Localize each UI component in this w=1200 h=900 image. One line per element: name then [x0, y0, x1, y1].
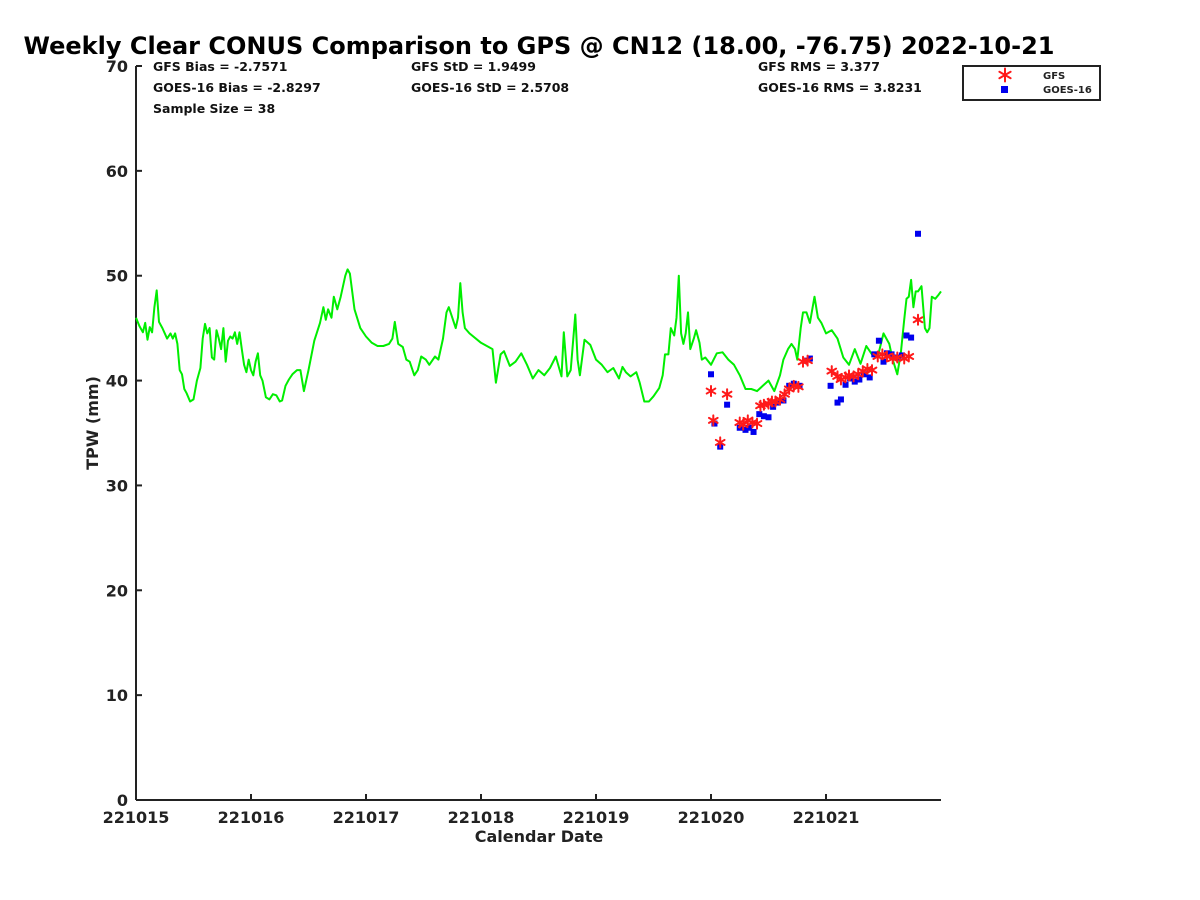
goes-16-point [834, 399, 841, 406]
goes-16-point [827, 382, 834, 389]
y-tick-label: 70 [106, 57, 128, 76]
x-tick-label: 221016 [218, 808, 285, 827]
goes-16-point [880, 358, 887, 365]
chart-title: Weekly Clear CONUS Comparison to GPS @ C… [24, 32, 1055, 60]
gfs-point [751, 417, 763, 430]
x-tick-label: 221015 [103, 808, 170, 827]
goes-16-point [851, 378, 858, 385]
y-tick-label: 10 [106, 686, 128, 705]
gfs-point [826, 365, 838, 378]
goes-16-point [915, 230, 921, 237]
legend-gfs-marker [998, 67, 1012, 83]
y-tick-label: 20 [106, 581, 128, 600]
goes-16-point [711, 420, 718, 427]
goes-16-point [708, 371, 714, 378]
y-tick-label: 30 [106, 476, 128, 495]
goes-rms-stat: GOES-16 RMS = 3.8231 [758, 80, 922, 95]
x-tick-label: 221021 [793, 808, 860, 827]
x-tick-label: 221017 [333, 808, 400, 827]
stats-panel: GFS Bias = -2.7571 GOES-16 Bias = -2.829… [153, 59, 922, 116]
x-axis-label: Calendar Date [475, 827, 604, 846]
goes-16-point [875, 337, 882, 344]
gfs-point [737, 418, 749, 431]
sample-size-stat: Sample Size = 38 [153, 101, 275, 116]
gfs-point [707, 414, 719, 427]
gfs-bias-stat: GFS Bias = -2.7571 [153, 59, 287, 74]
gfs-point [866, 364, 878, 377]
legend-gfs-asterisk [998, 67, 1012, 83]
x-tick-label: 221019 [563, 808, 630, 827]
goes-16-point [742, 426, 749, 433]
gfs-point [903, 350, 915, 363]
goes-16-point [856, 376, 863, 383]
legend-gfs-label: GFS [1043, 71, 1065, 82]
legend-box [962, 65, 1101, 101]
y-ticks: 0 10 20 30 40 50 60 70 [106, 57, 142, 810]
x-tick-label: 221018 [448, 808, 515, 827]
x-tick-label: 221020 [678, 808, 745, 827]
y-tick-label: 50 [106, 267, 128, 286]
gfs-series [705, 313, 924, 449]
goes-16-point [745, 424, 752, 431]
x-ticks: 221015 221016 221017 221018 221019 221020 2210… [103, 794, 860, 827]
gfs-point [912, 313, 924, 326]
gfs-point [881, 350, 893, 363]
gfs-rms-stat: GFS RMS = 3.377 [758, 59, 880, 74]
gfs-std-stat: GFS StD = 1.9499 [411, 59, 536, 74]
goes-16-point [750, 428, 757, 435]
goes-16-point [908, 334, 915, 341]
goes-16-point [860, 371, 867, 378]
y-tick-label: 60 [106, 162, 128, 181]
gfs-point [721, 388, 733, 401]
goes-16-point [837, 396, 844, 403]
goes-16-point [756, 411, 763, 418]
y-axis-label: TPW (mm) [83, 376, 102, 470]
y-tick-label: 0 [117, 791, 128, 810]
gfs-point [793, 380, 804, 393]
goes-bias-stat: GOES-16 Bias = -2.8297 [153, 80, 321, 95]
goes-std-stat: GOES-16 StD = 2.5708 [411, 80, 569, 95]
gfs-point [714, 436, 726, 449]
legend-goes-label: GOES-16 [1043, 85, 1092, 96]
legend: GFS GOES-16 [962, 65, 1101, 101]
gps-series-line [135, 268, 942, 403]
goes-16-point [760, 413, 767, 420]
plot-area [135, 230, 942, 450]
goes-16-point [842, 381, 849, 388]
gfs-point [802, 354, 813, 367]
goes-16-point [724, 401, 731, 408]
y-tick-label: 40 [106, 372, 128, 391]
gfs-point [705, 385, 717, 398]
goes-16-point [903, 332, 910, 339]
goes-16-point [765, 414, 772, 421]
goes-16-point [866, 374, 873, 381]
axes [135, 66, 941, 801]
legend-goes-marker [1001, 86, 1008, 93]
